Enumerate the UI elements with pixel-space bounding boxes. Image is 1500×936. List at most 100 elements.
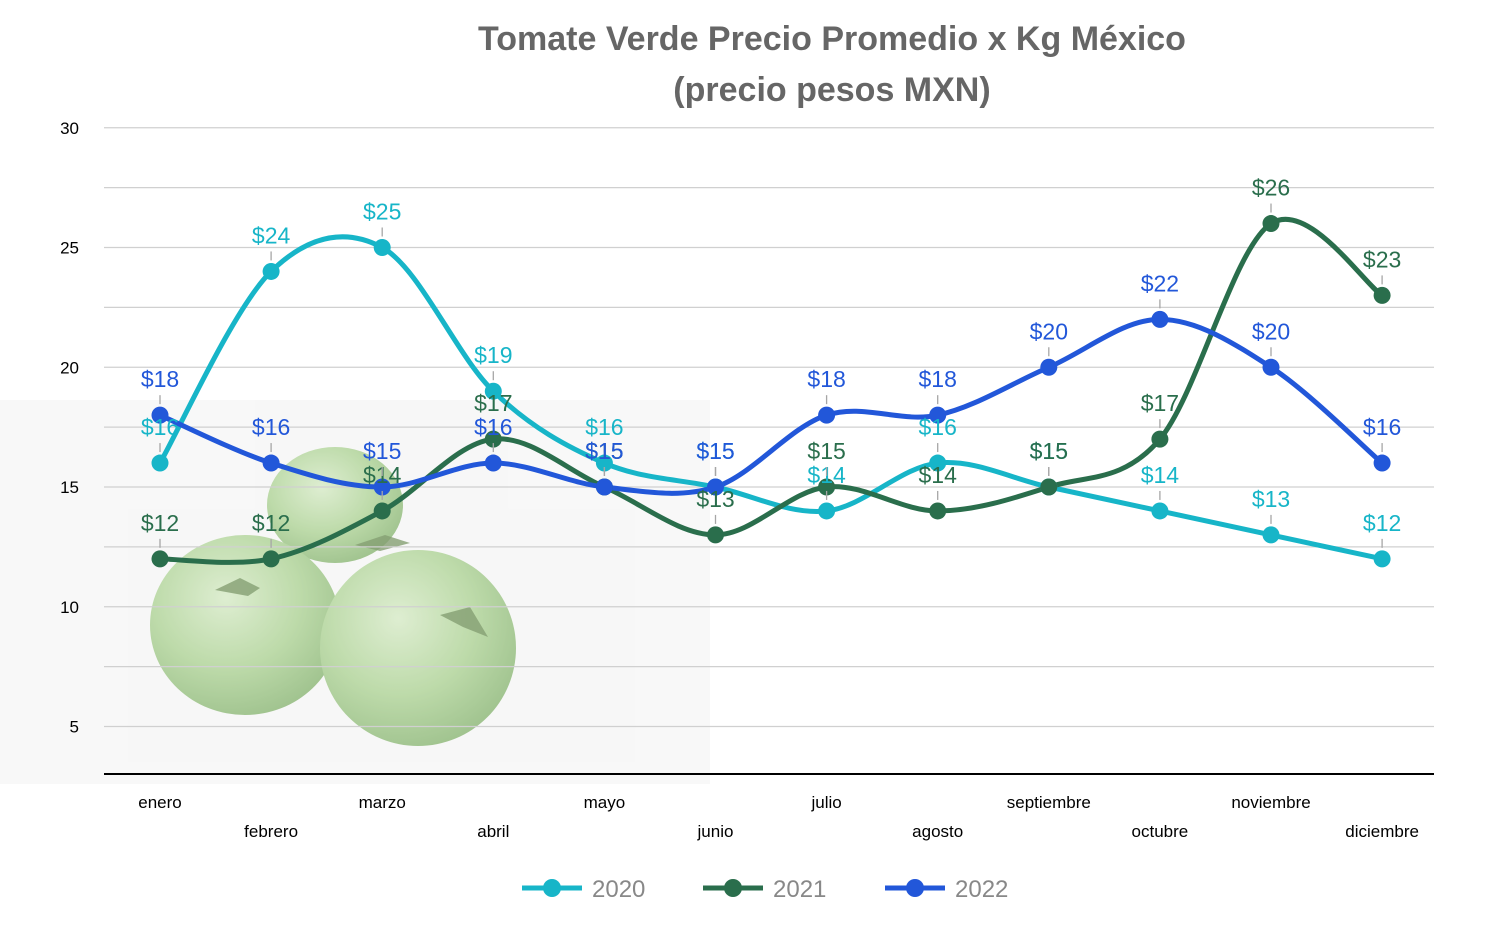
data-point: [707, 478, 724, 496]
y-tick-label: 20: [60, 358, 79, 377]
data-point: [1151, 310, 1169, 328]
series-line-2022: [157, 316, 1385, 496]
chart-subtitle: (precio pesos MXN): [673, 71, 990, 109]
data-point: [484, 382, 502, 400]
y-tick-label: 15: [60, 478, 79, 497]
y-tick-label: 10: [60, 598, 79, 617]
data-point: [595, 454, 613, 472]
x-tick-label: junio: [697, 822, 734, 841]
data-point: [595, 478, 613, 496]
x-tick-label: julio: [810, 793, 841, 812]
tomato-background-image: [0, 400, 710, 784]
data-point: [484, 430, 502, 448]
data-point: [1151, 430, 1169, 448]
legend-swatch-marker: [543, 879, 561, 897]
data-point: [1040, 478, 1058, 496]
x-tick-label: marzo: [359, 793, 406, 812]
data-label: $16: [474, 414, 512, 440]
x-tick-label: diciembre: [1345, 822, 1419, 841]
data-label: $13: [696, 486, 734, 512]
data-label: $17: [1141, 390, 1179, 416]
data-label: $12: [1363, 510, 1401, 536]
data-point: [818, 502, 836, 520]
data-label: $19: [474, 342, 512, 368]
data-point: [151, 406, 169, 424]
series-markers: [151, 215, 1391, 568]
x-tick-label: septiembre: [1007, 793, 1091, 812]
data-point: [1262, 358, 1280, 376]
data-label: $14: [1141, 462, 1180, 488]
data-point: [707, 526, 724, 544]
data-point: [1262, 526, 1280, 544]
data-point: [373, 502, 391, 520]
data-label: $16: [919, 414, 957, 440]
data-label: $15: [696, 438, 734, 464]
data-label: $16: [1363, 414, 1401, 440]
data-point: [1373, 286, 1391, 304]
data-point: [929, 454, 947, 472]
data-label: $18: [807, 366, 845, 392]
data-point: [1373, 550, 1391, 568]
data-point: [373, 478, 391, 496]
data-point: [929, 406, 947, 424]
data-label: $16: [141, 414, 179, 440]
x-tick-label: agosto: [912, 822, 963, 841]
legend-swatch-marker: [724, 879, 742, 897]
data-label: $15: [696, 438, 734, 464]
legend-swatch-marker: [906, 879, 924, 897]
data-point: [1373, 454, 1391, 472]
x-tick-label: noviembre: [1231, 793, 1310, 812]
data-label: $13: [1252, 486, 1290, 512]
gridlines: [104, 127, 1434, 728]
data-label: $14: [919, 462, 958, 488]
data-label: $15: [585, 438, 623, 464]
data-point: [1151, 502, 1169, 520]
y-tick-label: 25: [60, 239, 79, 258]
x-tick-label: octubre: [1132, 822, 1189, 841]
data-label: $15: [807, 438, 845, 464]
data-point: [151, 454, 169, 472]
data-label: $17: [474, 390, 512, 416]
chart-title: Tomate Verde Precio Promedio x Kg México: [478, 20, 1186, 58]
data-label: $15: [1030, 438, 1068, 464]
data-label: $12: [252, 510, 290, 536]
data-label: $22: [1141, 270, 1179, 296]
x-tick-label: abril: [477, 822, 509, 841]
data-label: $16: [252, 414, 290, 440]
data-point: [484, 454, 502, 472]
data-label: $23: [1363, 246, 1401, 272]
legend-label: 2022: [955, 876, 1008, 903]
data-label: $20: [1030, 318, 1068, 344]
data-label: $15: [585, 438, 623, 464]
data-label: $26: [1252, 175, 1290, 201]
data-point: [1262, 215, 1280, 233]
data-label: $20: [1252, 318, 1290, 344]
data-label: $15: [1030, 438, 1068, 464]
data-point: [262, 262, 280, 280]
legend-label: 2020: [592, 876, 645, 903]
y-axis: 5 10 15 20 25 30: [60, 119, 79, 737]
data-point: [262, 550, 280, 568]
data-label: $18: [141, 366, 179, 392]
data-point: [818, 478, 836, 496]
x-axis: enero febrero marzo abril mayo junio julio agos…: [138, 793, 1419, 841]
data-label: $18: [919, 366, 957, 392]
x-tick-label: enero: [138, 793, 181, 812]
data-point: [151, 550, 169, 568]
data-labels: $16$24$25$19$16$15$14$16$15$14$13$12$12 $…: [141, 175, 1401, 548]
data-point: [1040, 358, 1058, 376]
y-tick-label: 5: [70, 718, 79, 737]
y-tick-label: 30: [60, 119, 79, 138]
data-point: [929, 502, 947, 520]
x-tick-label: mayo: [584, 793, 626, 812]
data-label: $16: [585, 414, 623, 440]
legend: 2020 2021 2022: [522, 876, 1008, 903]
data-label: $24: [252, 222, 291, 248]
x-tick-label: febrero: [244, 822, 298, 841]
data-point: [262, 454, 280, 472]
data-label: $25: [363, 199, 401, 225]
data-point: [373, 239, 391, 256]
data-point: [818, 406, 836, 424]
legend-label: 2021: [773, 876, 826, 903]
